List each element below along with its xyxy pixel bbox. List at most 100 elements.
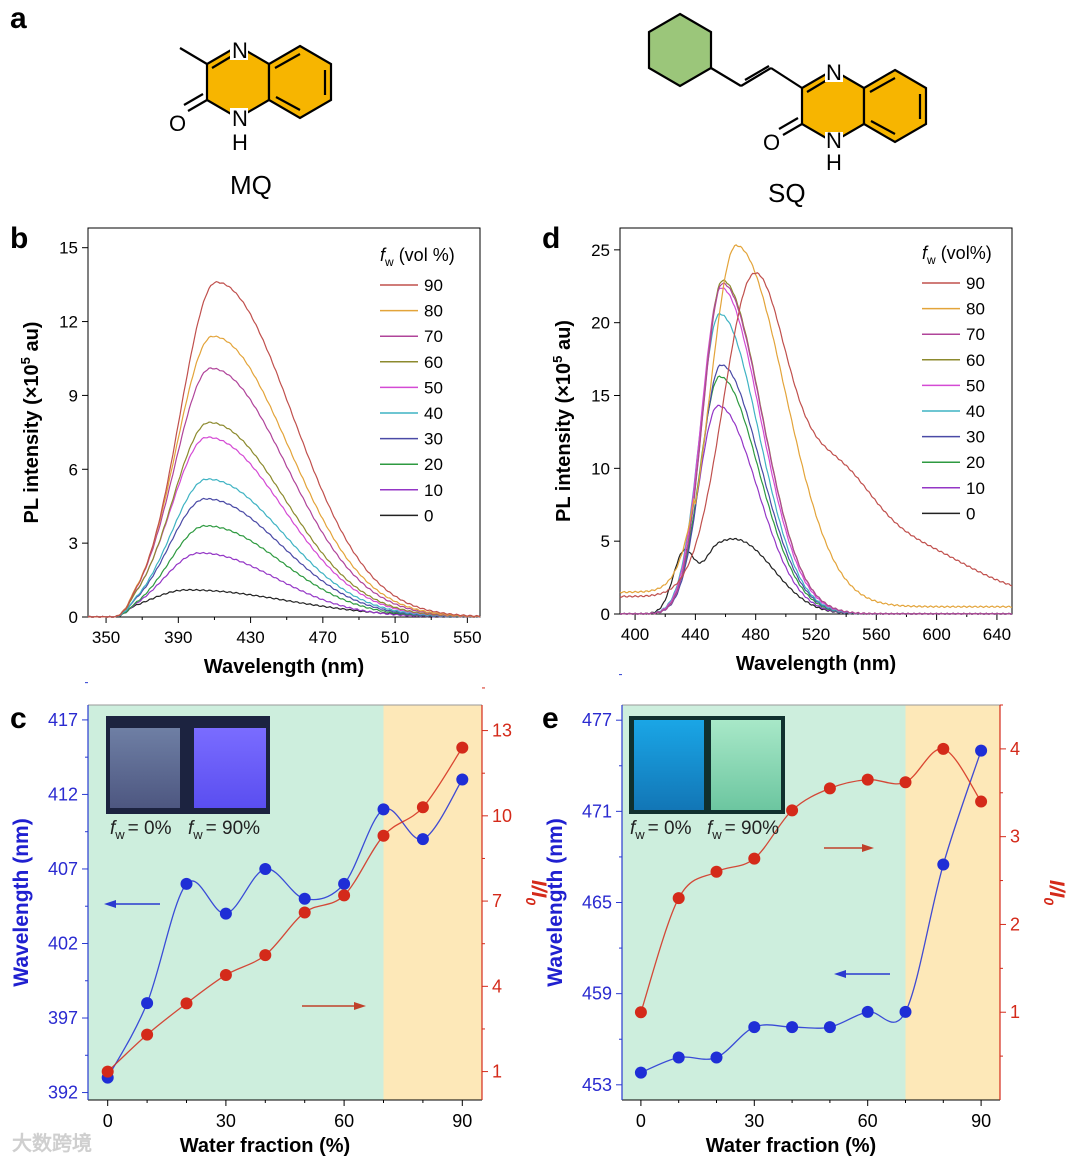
sq-benzene-ring bbox=[862, 68, 928, 144]
x-axis-label: Wavelength (nm) bbox=[204, 656, 364, 678]
data-point-intensity-ratio bbox=[298, 906, 311, 919]
legend-label-90: 90 bbox=[966, 274, 985, 293]
y-tick-label: 15 bbox=[591, 387, 610, 406]
y-left-tick-label: 477 bbox=[582, 710, 612, 730]
y-right-tick-label: 7 bbox=[492, 891, 502, 911]
plot-frame bbox=[619, 227, 1013, 615]
data-point-wavelength bbox=[672, 1051, 685, 1064]
series-line-70 bbox=[87, 367, 481, 618]
mq-benzene-ring bbox=[267, 44, 333, 120]
y-right-axis-label: I/I0 bbox=[523, 880, 550, 906]
data-point-wavelength bbox=[259, 862, 272, 875]
y-right-tick-label: 10 bbox=[492, 806, 512, 826]
data-point-wavelength bbox=[338, 877, 351, 890]
y-right-tick-label: 1 bbox=[1010, 1002, 1020, 1022]
y-tick-label: 0 bbox=[69, 608, 78, 627]
legend-label-10: 10 bbox=[966, 479, 985, 498]
data-point-wavelength bbox=[710, 1051, 723, 1064]
x-tick-label: 560 bbox=[862, 625, 890, 644]
panel-label-e: e bbox=[542, 702, 559, 735]
series-line-80 bbox=[619, 244, 1013, 609]
arrow-left-c bbox=[104, 900, 160, 908]
data-point-wavelength bbox=[298, 892, 311, 905]
series-line-80 bbox=[87, 335, 481, 618]
series-line-10 bbox=[87, 551, 481, 618]
data-point-wavelength bbox=[937, 858, 950, 871]
inset-photo-mq bbox=[106, 716, 270, 814]
y-tick-label: 20 bbox=[591, 314, 610, 333]
fit-line-right bbox=[107, 747, 463, 1073]
mq-atom-nh-n: N bbox=[232, 106, 248, 131]
y-tick-label: 6 bbox=[69, 460, 78, 479]
y-left-tick-label: 471 bbox=[582, 801, 612, 821]
legend-label-50: 50 bbox=[424, 378, 443, 397]
x-tick-label: 400 bbox=[621, 625, 649, 644]
y-left-tick-label: 412 bbox=[48, 784, 78, 804]
y-right-tick-label: 2 bbox=[1010, 914, 1020, 934]
x-tick-label: 0 bbox=[103, 1111, 113, 1131]
data-point-intensity-ratio bbox=[823, 782, 836, 795]
y-tick-label: 15 bbox=[59, 239, 78, 258]
mq-atom-n: N bbox=[232, 38, 248, 63]
legend-label-90: 90 bbox=[424, 276, 443, 295]
mq-atom-o: O bbox=[169, 111, 186, 136]
y-right-tick-label: 3 bbox=[1010, 827, 1020, 847]
data-point-wavelength bbox=[786, 1021, 799, 1034]
data-point-intensity-ratio bbox=[672, 892, 685, 905]
data-point-intensity-ratio bbox=[634, 1006, 647, 1019]
data-point-intensity-ratio bbox=[899, 776, 912, 789]
y-tick-label: 10 bbox=[591, 459, 610, 478]
y-left-axis-label: Wavelength (nm) bbox=[544, 818, 567, 986]
series-line-20 bbox=[87, 524, 481, 618]
inset-label-fw0: = 0% bbox=[128, 818, 172, 839]
y-tick-label: 12 bbox=[59, 313, 78, 332]
arrow-left-e bbox=[834, 970, 890, 978]
y-left-tick-label: 407 bbox=[48, 859, 78, 879]
data-point-wavelength bbox=[219, 907, 232, 920]
sq-phenyl-ring bbox=[647, 12, 713, 88]
legend-title: fw (vol%) bbox=[922, 243, 992, 267]
x-tick-label: 520 bbox=[802, 625, 830, 644]
data-point-wavelength bbox=[823, 1021, 836, 1034]
legend-label-0: 0 bbox=[424, 506, 433, 525]
x-tick-label: 350 bbox=[92, 628, 120, 647]
x-tick-label: 30 bbox=[216, 1111, 236, 1131]
y-right-axis-label: I/I0 bbox=[1041, 880, 1068, 906]
data-point-wavelength bbox=[456, 773, 469, 786]
data-point-intensity-ratio bbox=[259, 949, 272, 962]
data-point-intensity-ratio bbox=[219, 968, 232, 981]
inset-photo-sq bbox=[629, 716, 785, 814]
y-left-tick-label: 397 bbox=[48, 1008, 78, 1028]
sq-atom-nh-h: H bbox=[826, 150, 842, 175]
x-axis-label: Wavelength (nm) bbox=[736, 653, 896, 675]
legend-label-20: 20 bbox=[966, 453, 985, 472]
inset-label-fw0-sq: = 0% bbox=[648, 818, 692, 839]
y-right-tick-label: 4 bbox=[492, 976, 502, 996]
data-point-wavelength bbox=[180, 877, 193, 890]
data-point-intensity-ratio bbox=[748, 852, 761, 865]
data-point-wavelength bbox=[748, 1021, 761, 1034]
y-tick-label: 5 bbox=[601, 532, 610, 551]
inset-f: f bbox=[110, 818, 117, 839]
y-tick-label: 9 bbox=[69, 386, 78, 405]
y-left-tick-label: 417 bbox=[48, 710, 78, 730]
x-tick-label: 600 bbox=[922, 625, 950, 644]
data-point-intensity-ratio bbox=[416, 801, 429, 814]
x-tick-label: 90 bbox=[971, 1111, 991, 1131]
x-tick-label: 550 bbox=[453, 628, 481, 647]
svg-text:fw= 0%: fw = 0% bbox=[110, 818, 172, 842]
data-point-intensity-ratio bbox=[710, 865, 723, 878]
watermark: 大数跨境 bbox=[12, 1131, 92, 1155]
panel-label-b: b bbox=[10, 222, 28, 255]
data-point-intensity-ratio bbox=[861, 773, 874, 786]
y-tick-label: 3 bbox=[69, 534, 78, 553]
series-line-30 bbox=[87, 497, 481, 618]
y-axis-label: PL intensity (×105 au) bbox=[18, 322, 43, 524]
y-left-tick-label: 402 bbox=[48, 933, 78, 953]
fit-line-right bbox=[640, 748, 982, 1013]
y-left-tick-label: 465 bbox=[582, 893, 612, 913]
x-tick-label: 60 bbox=[334, 1111, 354, 1131]
data-point-intensity-ratio bbox=[937, 742, 950, 755]
plot-frame bbox=[87, 227, 481, 618]
arrow-right-c bbox=[302, 1002, 366, 1010]
